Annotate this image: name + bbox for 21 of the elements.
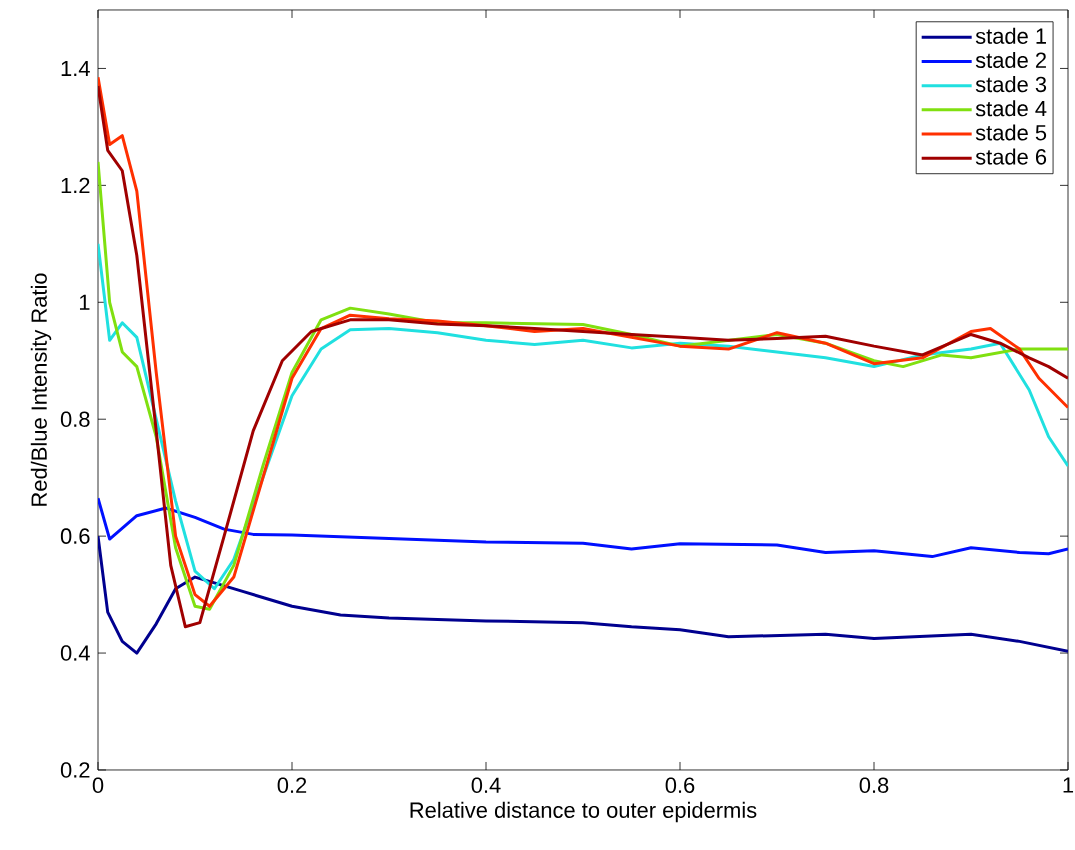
y-tick-label: 1.2 [61,177,90,194]
x-tick-label: 0 [92,777,104,794]
y-tick-label: 0.4 [60,645,90,661]
legend-label: stade 2 [975,51,1046,69]
legend-label: stade 1 [975,27,1046,44]
legend-label: stade 5 [975,124,1047,141]
y-tick-label: 0.2 [60,762,90,778]
y-tick-label: 0.8 [60,411,90,427]
legend-label: stade 6 [975,148,1047,165]
legend-label: stade 4 [975,100,1047,117]
x-tick-label: 0.8 [859,777,889,794]
y-tick-label: 1.4 [61,60,90,76]
x-tick-label: 1 [1063,777,1074,793]
y-tick-label: 0.6 [60,528,90,544]
x-tick-label: 0.2 [277,777,307,794]
x-axis-title: Relative distance to outer epidermis [410,801,757,823]
legend-label: stade 3 [975,76,1047,93]
x-tick-label: 0.6 [665,777,695,794]
y-axis-title: Red/Blue Intensity Ratio [30,273,52,506]
y-tick-label: 1 [79,294,90,310]
x-tick-label: 0.4 [471,777,501,794]
